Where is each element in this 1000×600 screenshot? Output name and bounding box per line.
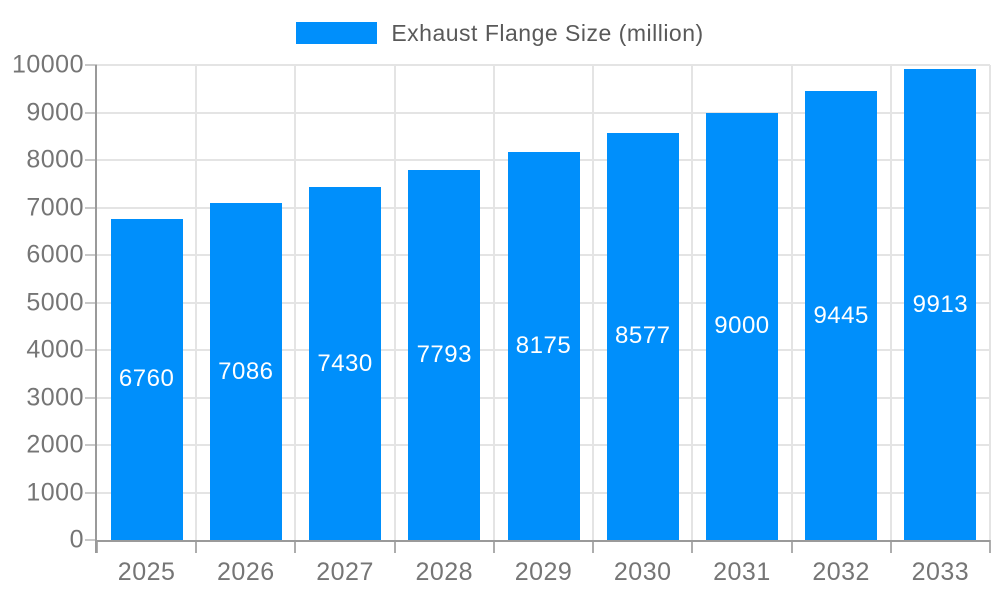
x-gridline [989, 65, 991, 540]
x-axis-label: 2028 [415, 558, 474, 586]
y-axis-tick [85, 444, 97, 446]
bar [606, 132, 679, 540]
x-gridline [790, 65, 793, 540]
y-axis-tick [85, 539, 97, 541]
y-axis-label: 8000 [26, 145, 84, 174]
x-gridline [393, 65, 396, 540]
x-gridline [195, 65, 198, 540]
x-axis-label: 2032 [812, 558, 870, 586]
x-gridline [592, 65, 595, 540]
y-axis-label: 9000 [26, 98, 84, 126]
x-gridline [691, 65, 694, 540]
x-gridline [492, 65, 495, 540]
x-axis-label: 2025 [117, 558, 176, 586]
bar [507, 151, 580, 540]
bar-value-label: 9000 [714, 312, 770, 340]
x-axis-label: 2026 [217, 558, 275, 586]
bar-value-label: 9445 [813, 301, 869, 329]
bar [408, 169, 481, 540]
x-axis-tick [294, 540, 297, 553]
y-axis-tick [85, 491, 97, 494]
y-gridline [97, 64, 990, 66]
y-axis-tick [85, 349, 97, 351]
x-axis-tick [691, 540, 694, 553]
bar-value-label: 9913 [912, 290, 969, 318]
y-axis-label: 10000 [11, 50, 84, 79]
x-axis-tick [989, 540, 991, 553]
y-axis-tick [85, 254, 97, 256]
x-gridline [889, 65, 892, 540]
x-axis-line [97, 540, 990, 542]
y-axis-label: 6000 [26, 240, 84, 269]
bar [110, 218, 183, 540]
x-axis-label: 2027 [316, 558, 374, 586]
legend-item[interactable]: Exhaust Flange Size (million) [0, 18, 1000, 48]
y-axis-tick [85, 159, 97, 161]
bar [904, 69, 977, 540]
x-axis-tick [592, 540, 595, 553]
y-axis-label: 0 [69, 525, 84, 554]
x-axis-label: 2030 [613, 558, 672, 586]
bar-value-label: 7430 [317, 349, 373, 377]
x-axis-tick [393, 540, 396, 553]
y-axis-label: 3000 [26, 383, 84, 411]
y-axis-label: 2000 [26, 430, 84, 459]
y-axis-tick [85, 206, 97, 209]
y-axis-label: 1000 [26, 478, 84, 506]
bar [805, 91, 878, 540]
x-axis-tick [492, 540, 495, 553]
x-axis-tick [195, 540, 198, 553]
bar-value-label: 6760 [118, 365, 175, 393]
x-axis-tick [96, 540, 98, 553]
x-axis-tick [790, 540, 793, 553]
y-axis-tick [85, 64, 97, 66]
y-gridline [97, 111, 990, 114]
x-gridline [294, 65, 297, 540]
legend-label: Exhaust Flange Size (million) [391, 19, 704, 46]
y-axis-label: 5000 [26, 288, 84, 316]
bar [705, 112, 778, 540]
y-axis-tick [85, 301, 97, 304]
y-axis-label: 4000 [26, 335, 84, 364]
y-axis-line [95, 65, 97, 553]
x-axis-label: 2029 [514, 558, 573, 586]
legend-swatch [296, 22, 378, 44]
bar-value-label: 7793 [416, 340, 472, 368]
bar [309, 187, 382, 540]
x-axis-label: 2031 [713, 558, 771, 586]
y-axis-tick [85, 396, 97, 399]
x-axis-label: 2033 [911, 558, 970, 586]
bar [209, 203, 282, 540]
bar-value-label: 7086 [218, 357, 274, 385]
bar-value-label: 8577 [615, 322, 671, 350]
y-axis-tick [85, 111, 97, 114]
x-axis-tick [889, 540, 892, 553]
bar-value-label: 8175 [515, 331, 572, 359]
y-axis-label: 7000 [26, 193, 84, 221]
